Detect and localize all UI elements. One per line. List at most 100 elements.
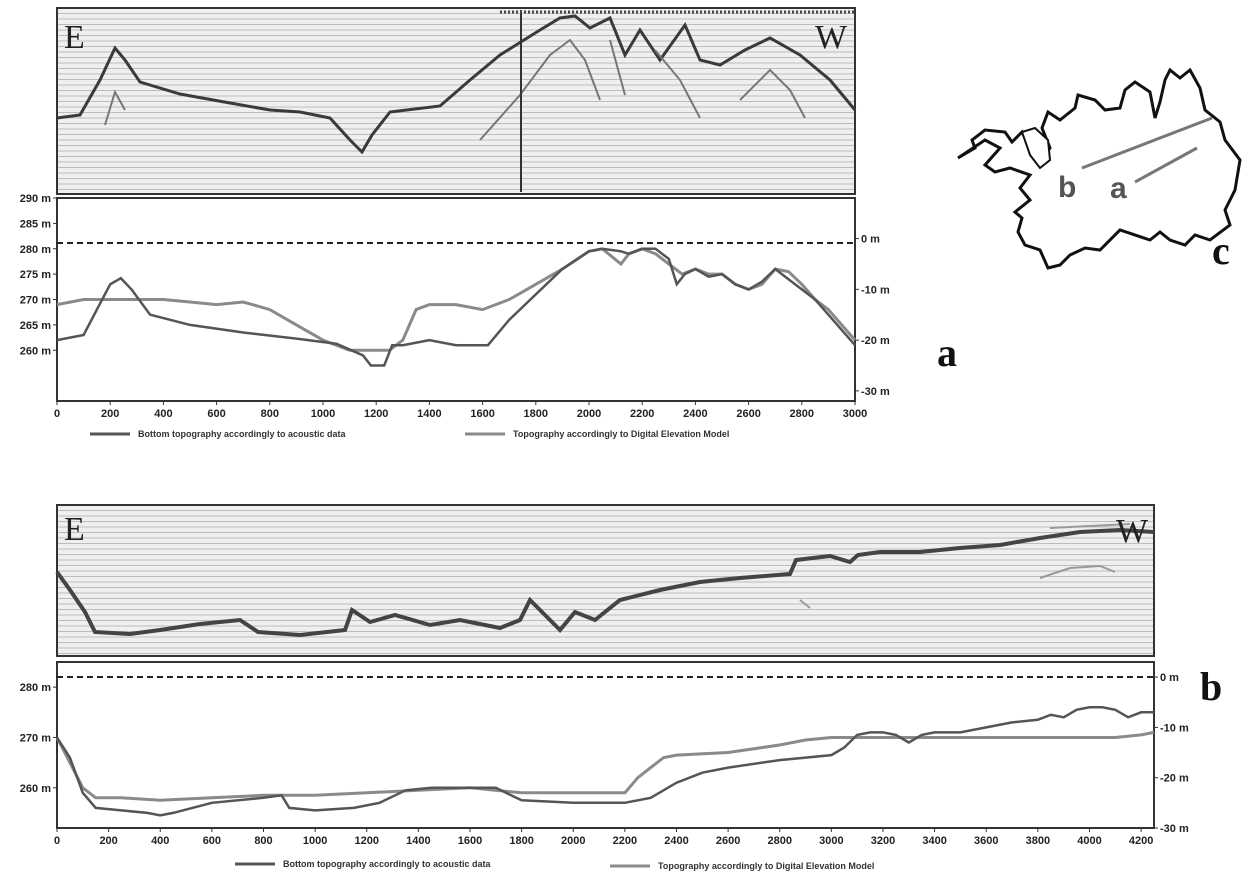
x-tick-label: 2800 — [767, 835, 791, 847]
x-tick-label: 1200 — [354, 835, 378, 847]
right-tick-label: 0 m — [861, 234, 880, 246]
x-tick-label: 200 — [101, 408, 119, 420]
left-tick-label: 290 m — [20, 193, 51, 205]
left-axis-b: 280 m 270 m 260 m — [20, 682, 57, 795]
x-tick-label: 3000 — [819, 835, 843, 847]
x-tick-label: 2200 — [630, 408, 654, 420]
x-axis-b: 0 200 400 600 800 1000 1200 1400 1600 1800 2000 220… — [54, 828, 1153, 847]
series-dem-b — [55, 730, 1155, 802]
x-tick-label: 600 — [203, 835, 221, 847]
x-tick-label: 3200 — [871, 835, 895, 847]
right-tick-label: -30 m — [861, 386, 890, 398]
series-acoustic-b — [55, 706, 1154, 817]
x-tick-label: 1000 — [311, 408, 335, 420]
x-tick-label: 3600 — [974, 835, 998, 847]
left-axis-a: 290 m 285 m 280 m 275 m 270 m 265 m 260 m — [20, 193, 57, 357]
panel-a: E W 290 m 285 m 280 m 275 m 270 m 265 m 260 m … — [20, 7, 957, 439]
x-tick-label: 3800 — [1026, 835, 1050, 847]
legend-a: Bottom topography accordingly to acousti… — [90, 429, 729, 439]
map-panel-c: b a c — [957, 67, 1242, 273]
echogram-b-left-label: E — [64, 511, 85, 548]
panel-label-b: b — [1200, 664, 1222, 709]
profile-b-frame — [56, 661, 1155, 829]
x-tick-label: 200 — [99, 835, 117, 847]
x-tick-label: 2400 — [664, 835, 688, 847]
legend-a-acoustic-label: Bottom topography accordingly to acousti… — [138, 429, 347, 439]
x-tick-label: 1800 — [524, 408, 548, 420]
left-tick-label: 260 m — [20, 345, 51, 357]
echogram-b-right-label: W — [1116, 513, 1149, 550]
right-tick-label: -10 m — [861, 284, 890, 296]
map-line-b — [1081, 116, 1213, 170]
left-tick-label: 265 m — [20, 320, 51, 332]
x-tick-label: 2000 — [561, 835, 585, 847]
echogram-a: E W — [56, 7, 857, 195]
echogram-a-reflector-secondary — [104, 38, 806, 141]
x-tick-label: 600 — [207, 408, 225, 420]
echogram-b: E W — [55, 504, 1155, 657]
right-axis-a: 0 m -10 m -20 m -30 m — [855, 234, 890, 398]
echogram-a-right-label: W — [815, 19, 848, 56]
profile-chart-b: 280 m 270 m 260 m 0 m -10 m -20 m -30 m 0 200 4… — [20, 661, 1189, 847]
right-tick-label: -30 m — [1160, 823, 1189, 835]
x-tick-label: 400 — [151, 835, 169, 847]
panel-label-a: a — [937, 330, 957, 375]
profile-chart-a: 290 m 285 m 280 m 275 m 270 m 265 m 260 m 0 m -… — [20, 193, 890, 420]
panel-label-c: c — [1212, 228, 1230, 273]
x-tick-label: 2400 — [683, 408, 707, 420]
x-tick-label: 800 — [254, 835, 272, 847]
x-tick-label: 800 — [261, 408, 279, 420]
x-tick-label: 400 — [154, 408, 172, 420]
x-tick-label: 1800 — [509, 835, 533, 847]
x-tick-label: 0 — [54, 408, 60, 420]
left-tick-label: 285 m — [20, 218, 51, 230]
panel-b: E W 280 m 270 m 260 m 0 m -10 m -20 m -30 m 0… — [20, 504, 1222, 871]
x-tick-label: 1600 — [470, 408, 494, 420]
right-tick-label: -20 m — [1160, 773, 1189, 785]
left-tick-label: 275 m — [20, 269, 51, 281]
x-tick-label: 2600 — [736, 408, 760, 420]
x-axis-a: 0 200 400 600 800 1000 1200 1400 1600 1800 2000 220… — [54, 401, 867, 420]
x-tick-label: 1400 — [406, 835, 430, 847]
legend-b-acoustic-label: Bottom topography accordingly to acousti… — [283, 859, 492, 869]
legend-a-dem-label: Topography accordingly to Digital Elevat… — [513, 429, 729, 439]
x-tick-label: 2200 — [613, 835, 637, 847]
x-tick-label: 4000 — [1077, 835, 1101, 847]
x-tick-label: 1200 — [364, 408, 388, 420]
legend-b-dem-label: Topography accordingly to Digital Elevat… — [658, 861, 874, 871]
x-tick-label: 2800 — [790, 408, 814, 420]
echogram-a-reflector-main — [56, 14, 857, 155]
x-tick-label: 0 — [54, 835, 60, 847]
island-inlet — [1020, 126, 1052, 170]
x-tick-label: 2600 — [716, 835, 740, 847]
map-label-a: a — [1110, 172, 1127, 205]
x-tick-label: 3400 — [922, 835, 946, 847]
left-tick-label: 270 m — [20, 295, 51, 307]
right-axis-b: 0 m -10 m -20 m -30 m — [1154, 672, 1189, 835]
left-tick-label: 260 m — [20, 783, 51, 795]
x-tick-label: 4200 — [1129, 835, 1153, 847]
right-tick-label: 0 m — [1160, 672, 1179, 684]
left-tick-label: 270 m — [20, 732, 51, 744]
x-tick-label: 3000 — [843, 408, 867, 420]
x-tick-label: 1000 — [303, 835, 327, 847]
map-line-a — [1134, 146, 1198, 184]
island-outline — [957, 67, 1242, 270]
series-dem-a — [56, 247, 857, 352]
map-label-b: b — [1058, 171, 1076, 204]
echogram-b-reflector-secondary — [799, 523, 1131, 609]
legend-b: Bottom topography accordingly to acousti… — [235, 859, 874, 871]
x-tick-label: 2000 — [577, 408, 601, 420]
echogram-b-reflector-main — [55, 527, 1155, 638]
echogram-b-frame — [56, 504, 1155, 657]
echogram-a-left-label: E — [64, 19, 85, 56]
left-tick-label: 280 m — [20, 244, 51, 256]
left-tick-label: 280 m — [20, 682, 51, 694]
echogram-b-scan-lines — [58, 510, 1153, 654]
x-tick-label: 1400 — [417, 408, 441, 420]
right-tick-label: -10 m — [1160, 722, 1189, 734]
right-tick-label: -20 m — [861, 335, 890, 347]
x-tick-label: 1600 — [458, 835, 482, 847]
series-acoustic-a — [56, 247, 856, 367]
